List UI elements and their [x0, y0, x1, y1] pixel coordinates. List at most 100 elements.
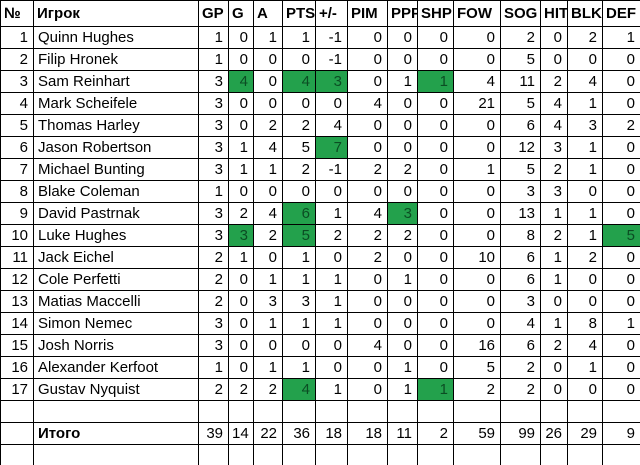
stat-cell[interactable]: 2 [347, 224, 388, 247]
stat-cell[interactable]: 0 [417, 158, 454, 181]
stat-cell[interactable]: 1 [282, 26, 316, 49]
stat-cell[interactable]: 0 [387, 136, 418, 159]
column-header[interactable]: G [228, 0, 254, 27]
stat-cell[interactable]: 2 [500, 356, 541, 379]
player-name-cell[interactable]: Gustav Nyquist [33, 378, 199, 401]
empty-cell[interactable] [602, 400, 640, 423]
empty-cell[interactable] [198, 400, 229, 423]
stat-cell[interactable]: 1 [198, 356, 229, 379]
stat-cell[interactable]: 2 [500, 26, 541, 49]
row-number-cell[interactable]: 14 [0, 312, 34, 335]
player-name-cell[interactable]: Filip Hronek [33, 48, 199, 71]
empty-cell[interactable] [33, 444, 199, 465]
stat-cell[interactable]: 1 [282, 268, 316, 291]
stat-cell[interactable]: 2 [387, 158, 418, 181]
stat-cell[interactable]: 12 [500, 136, 541, 159]
empty-cell[interactable] [0, 400, 34, 423]
stat-cell[interactable]: 0 [347, 114, 388, 137]
stat-cell[interactable]: 11 [500, 70, 541, 93]
column-header[interactable]: № [0, 0, 34, 27]
stat-cell[interactable]: 0 [347, 70, 388, 93]
player-name-cell[interactable]: Cole Perfetti [33, 268, 199, 291]
stat-cell[interactable]: 3 [253, 290, 283, 313]
stat-cell[interactable]: 1 [453, 158, 501, 181]
stat-cell[interactable]: 3 [198, 70, 229, 93]
empty-cell[interactable] [198, 444, 229, 465]
stat-cell[interactable]: 0 [253, 180, 283, 203]
player-name-cell[interactable]: Luke Hughes [33, 224, 199, 247]
stat-cell[interactable]: 0 [602, 268, 640, 291]
stat-cell[interactable]: 0 [387, 312, 418, 335]
stat-cell[interactable]: 3 [500, 290, 541, 313]
row-number-cell[interactable]: 13 [0, 290, 34, 313]
stat-cell[interactable]: 0 [540, 356, 568, 379]
stat-cell[interactable]: 2 [228, 378, 254, 401]
stat-cell[interactable]: 0 [602, 48, 640, 71]
stat-cell[interactable]: 4 [347, 92, 388, 115]
stat-cell[interactable]: 3 [198, 202, 229, 225]
stat-cell[interactable]: 0 [347, 180, 388, 203]
stat-cell[interactable]: -1 [315, 48, 348, 71]
player-name-cell[interactable]: Blake Coleman [33, 180, 199, 203]
stat-cell[interactable]: 6 [500, 246, 541, 269]
stat-cell[interactable]: 0 [228, 92, 254, 115]
stat-cell[interactable]: 1 [567, 356, 603, 379]
total-stat-cell[interactable]: 18 [347, 422, 388, 445]
stat-cell[interactable]: 4 [453, 70, 501, 93]
stat-cell[interactable]: 2 [540, 158, 568, 181]
row-number-cell[interactable]: 11 [0, 246, 34, 269]
player-name-cell[interactable]: Jason Robertson [33, 136, 199, 159]
player-name-cell[interactable]: David Pastrnak [33, 202, 199, 225]
stat-cell[interactable]: 0 [253, 70, 283, 93]
highlighted-stat-cell[interactable]: 5 [602, 224, 640, 247]
highlighted-stat-cell[interactable]: 6 [282, 202, 316, 225]
stat-cell[interactable]: 0 [253, 246, 283, 269]
stat-cell[interactable]: 1 [540, 268, 568, 291]
stat-cell[interactable]: 1 [228, 158, 254, 181]
stat-cell[interactable]: 0 [387, 92, 418, 115]
stat-cell[interactable]: 2 [198, 290, 229, 313]
column-header[interactable]: DEF [602, 0, 640, 27]
stat-cell[interactable]: 0 [567, 290, 603, 313]
stat-cell[interactable]: 0 [453, 180, 501, 203]
stat-cell[interactable]: 0 [417, 312, 454, 335]
stat-cell[interactable]: 1 [602, 26, 640, 49]
stat-cell[interactable]: 0 [453, 48, 501, 71]
stat-cell[interactable]: 0 [417, 48, 454, 71]
player-name-cell[interactable]: Sam Reinhart [33, 70, 199, 93]
column-header[interactable]: A [253, 0, 283, 27]
stat-cell[interactable]: 1 [540, 246, 568, 269]
stat-cell[interactable]: 3 [198, 158, 229, 181]
stat-cell[interactable]: 2 [453, 378, 501, 401]
stat-cell[interactable]: 1 [567, 136, 603, 159]
stat-cell[interactable]: 5 [500, 48, 541, 71]
stat-cell[interactable]: 6 [500, 334, 541, 357]
player-name-cell[interactable]: Quinn Hughes [33, 26, 199, 49]
empty-cell[interactable] [387, 400, 418, 423]
stat-cell[interactable]: 0 [567, 180, 603, 203]
total-stat-cell[interactable]: 59 [453, 422, 501, 445]
stat-cell[interactable]: 1 [253, 268, 283, 291]
highlighted-stat-cell[interactable]: 1 [417, 378, 454, 401]
stat-cell[interactable]: 0 [228, 48, 254, 71]
stat-cell[interactable]: 0 [347, 312, 388, 335]
stat-cell[interactable]: 0 [417, 114, 454, 137]
stat-cell[interactable]: 1 [567, 158, 603, 181]
player-name-cell[interactable]: Josh Norris [33, 334, 199, 357]
stat-cell[interactable]: 0 [387, 180, 418, 203]
empty-cell[interactable] [253, 444, 283, 465]
total-stat-cell[interactable]: 22 [253, 422, 283, 445]
player-name-cell[interactable]: Mark Scheifele [33, 92, 199, 115]
stat-cell[interactable]: 0 [602, 246, 640, 269]
stat-cell[interactable]: 3 [500, 180, 541, 203]
stat-cell[interactable]: 0 [253, 334, 283, 357]
total-stat-cell[interactable]: 18 [315, 422, 348, 445]
stat-cell[interactable]: 2 [540, 224, 568, 247]
stat-cell[interactable]: 2 [567, 246, 603, 269]
stat-cell[interactable]: 1 [567, 224, 603, 247]
stat-cell[interactable]: 1 [540, 202, 568, 225]
player-name-cell[interactable]: Michael Bunting [33, 158, 199, 181]
column-header[interactable]: PIM [347, 0, 388, 27]
stat-cell[interactable]: 0 [347, 356, 388, 379]
row-number-cell[interactable]: 2 [0, 48, 34, 71]
